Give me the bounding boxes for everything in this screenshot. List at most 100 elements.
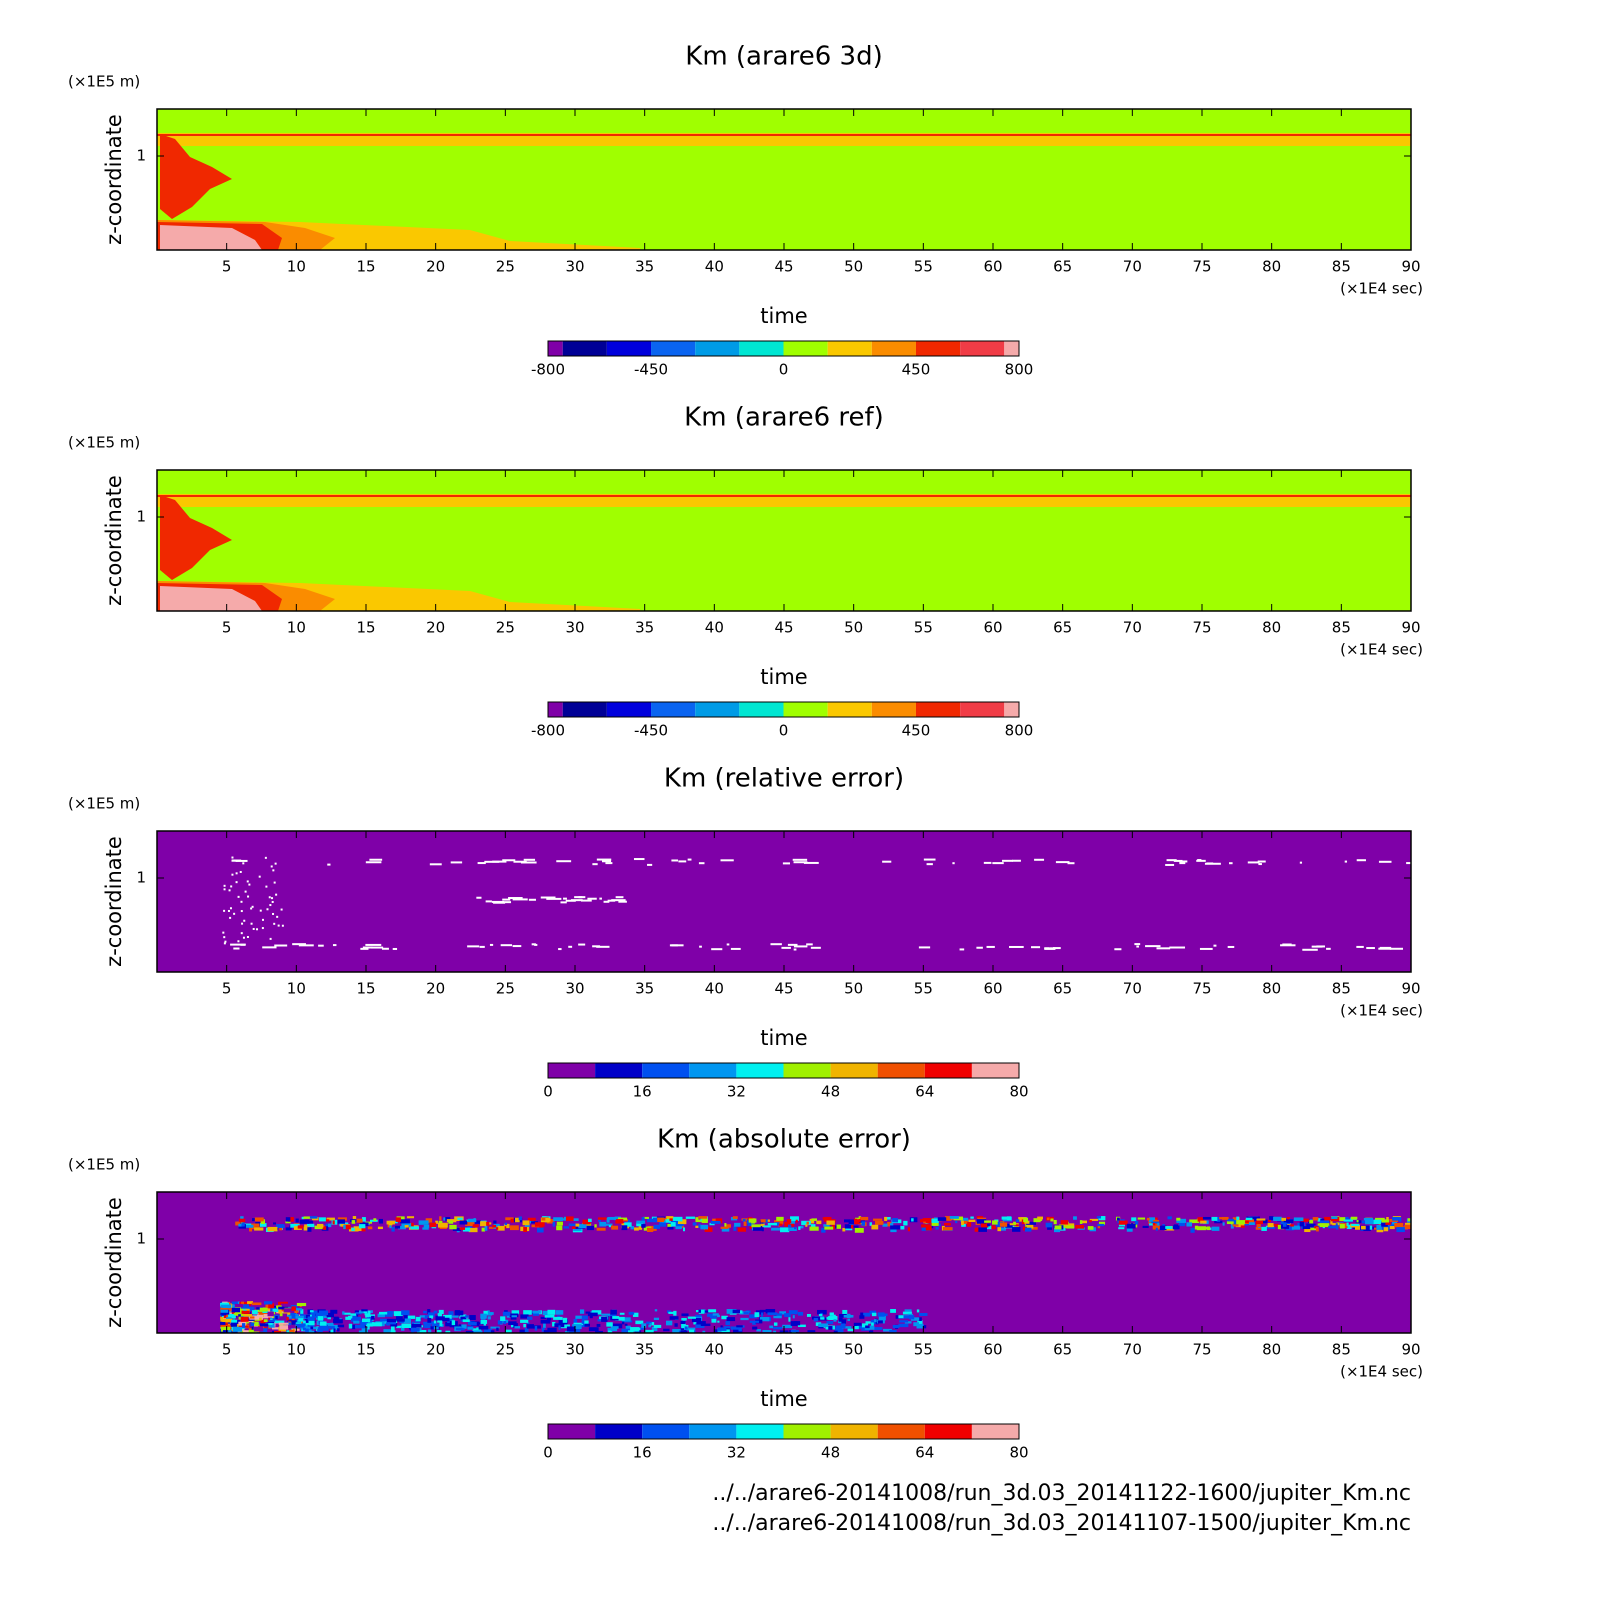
contour-region — [1126, 1223, 1136, 1229]
contour-region — [723, 1326, 731, 1329]
contour-region — [1190, 1227, 1195, 1233]
contour-region — [385, 1322, 388, 1326]
contour-region — [556, 1221, 563, 1226]
contour-region — [612, 1326, 619, 1329]
x-tick-label: 10 — [287, 258, 306, 276]
contour-region — [396, 1318, 405, 1322]
contour-region — [931, 1221, 939, 1226]
colorbar-segment — [783, 1424, 831, 1439]
contour-region — [572, 1324, 582, 1330]
x-tick-label: 85 — [1332, 980, 1351, 998]
x-tick-label: 10 — [287, 619, 306, 637]
contour-region — [254, 1217, 264, 1222]
x-tick-label: 30 — [565, 1341, 584, 1359]
contour-region — [356, 1218, 363, 1223]
contour-region — [1245, 1217, 1253, 1221]
contour-region — [1261, 1219, 1268, 1224]
contour-region — [1236, 1220, 1246, 1225]
y-unit-label: (×1E5 m) — [68, 434, 140, 452]
contour-region — [230, 1322, 238, 1327]
contour-region — [275, 893, 278, 896]
contour-region — [474, 1220, 484, 1224]
contour-region — [759, 1317, 770, 1322]
contour-region — [361, 1309, 368, 1312]
contour-region — [244, 1224, 254, 1228]
contour-region — [387, 1311, 392, 1316]
contour-region — [295, 1315, 304, 1319]
contour-region — [541, 1327, 545, 1332]
contour-region — [1227, 1218, 1235, 1222]
contour-region — [861, 1221, 866, 1226]
contour-region — [1280, 944, 1296, 947]
x-tick-label: 45 — [774, 980, 793, 998]
contour-region — [451, 1320, 456, 1326]
contour-region — [220, 1309, 229, 1313]
contour-region — [233, 912, 236, 915]
contour-region — [235, 881, 238, 884]
y-unit-label: (×1E5 m) — [68, 1156, 140, 1174]
contour-region — [223, 942, 226, 945]
contour-region — [271, 900, 274, 903]
contour-region — [720, 859, 734, 862]
contour-region — [1173, 1224, 1178, 1230]
contour-region — [584, 1323, 590, 1327]
contour-region — [351, 1324, 356, 1330]
contour-region — [332, 1220, 335, 1225]
contour-region — [752, 1226, 763, 1231]
contour-region — [251, 905, 254, 908]
contour-region — [367, 1226, 373, 1230]
contour-region — [459, 1220, 468, 1225]
contour-region — [534, 1325, 538, 1331]
contour-region — [473, 1330, 482, 1333]
contour-region — [534, 1222, 545, 1227]
contour-region — [296, 1308, 303, 1311]
contour-region — [553, 1316, 563, 1320]
contour-region — [749, 1314, 758, 1319]
x-tick-label: 90 — [1401, 619, 1420, 637]
contour-region — [980, 1223, 989, 1228]
contour-region — [271, 897, 274, 900]
contour-region — [232, 1326, 243, 1332]
contour-region — [1053, 1219, 1057, 1225]
contour-region — [695, 1225, 699, 1228]
contour-region — [531, 1221, 538, 1224]
contour-region — [792, 858, 808, 861]
colorbar-tick-label: 32 — [727, 1083, 746, 1101]
y-axis-label: z-coordinate — [102, 836, 126, 967]
contour-region — [240, 910, 243, 913]
contour-region — [464, 1315, 469, 1318]
contour-region — [310, 1326, 314, 1330]
contour-region — [246, 880, 249, 883]
contour-region — [943, 1222, 951, 1226]
x-tick-label: 50 — [844, 1341, 863, 1359]
contour-region — [1015, 1224, 1019, 1227]
contour-region — [435, 1316, 445, 1321]
contour-region — [454, 1310, 464, 1316]
contour-region — [1273, 1216, 1282, 1221]
contour-region — [847, 1328, 854, 1332]
contour-region — [379, 1311, 389, 1315]
contour-region — [537, 1227, 544, 1233]
x-tick-label: 25 — [496, 1341, 515, 1359]
contour-region — [290, 1223, 300, 1228]
contour-region — [1176, 1218, 1187, 1223]
x-tick-label: 75 — [1192, 619, 1211, 637]
contour-region — [1046, 1216, 1054, 1221]
contour-region — [497, 1225, 505, 1231]
contour-region — [252, 1310, 258, 1315]
contour-region — [304, 1224, 308, 1227]
contour-region — [485, 900, 492, 903]
x-tick-label: 25 — [496, 258, 515, 276]
contour-region — [1179, 860, 1188, 863]
contour-region — [1404, 1224, 1411, 1230]
contour-region — [810, 1224, 816, 1228]
contour-region — [467, 1327, 474, 1330]
contour-region — [1186, 1222, 1192, 1227]
contour-region — [512, 1323, 518, 1328]
contour-region — [393, 1311, 403, 1317]
contour-region — [836, 1224, 841, 1229]
contour-region — [500, 1316, 506, 1321]
contour-region — [1137, 1217, 1146, 1220]
contour-region — [512, 898, 528, 901]
colorbar-frame — [547, 1423, 1020, 1440]
